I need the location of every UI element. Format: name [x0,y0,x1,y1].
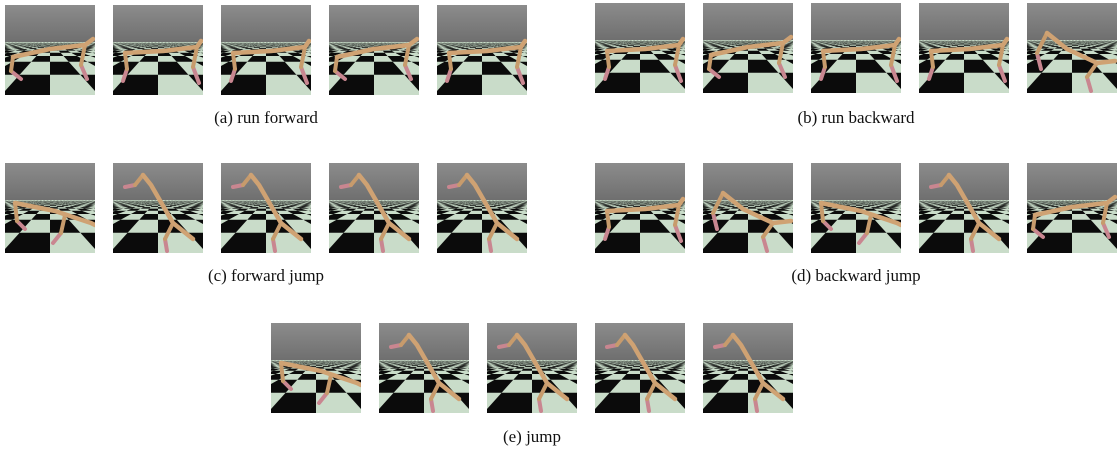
frame [595,3,685,93]
frame [703,163,793,253]
frame [113,5,203,95]
frame [329,5,419,95]
frame [595,323,685,413]
figure: (a) run forward (b) run backward (c) forwa… [0,0,1118,456]
caption: (e) jump [503,427,561,447]
frame [437,5,527,95]
frame [703,3,793,93]
caption: (d) backward jump [791,266,920,286]
frame [221,163,311,253]
frame [703,323,793,413]
frame [271,323,361,413]
frame [1027,163,1117,253]
frame [5,5,95,95]
frame [811,163,901,253]
frame [437,163,527,253]
frame [1027,3,1117,93]
frame [221,5,311,95]
frame [329,163,419,253]
caption: (b) run backward [797,108,914,128]
frame [5,163,95,253]
frame [595,163,685,253]
frame [919,3,1009,93]
frame [811,3,901,93]
frame [487,323,577,413]
frame [919,163,1009,253]
caption: (a) run forward [214,108,318,128]
frame [113,163,203,253]
frame [379,323,469,413]
caption: (c) forward jump [208,266,324,286]
